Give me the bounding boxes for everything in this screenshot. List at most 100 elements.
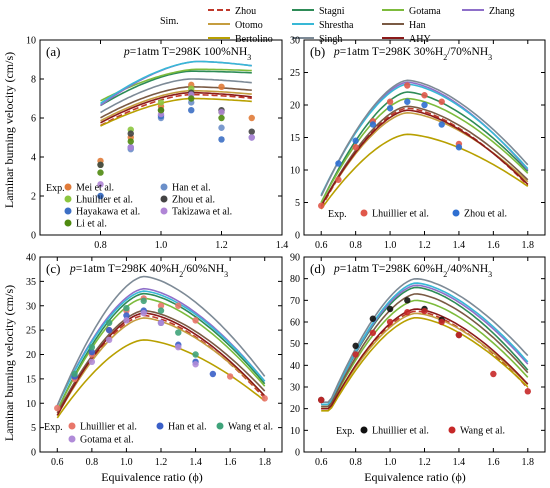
y-tick-label: 0 bbox=[31, 231, 36, 242]
exp-legend-entry: Lhuillier et al. bbox=[76, 195, 133, 206]
exp-point bbox=[192, 317, 199, 324]
exp-point bbox=[490, 370, 497, 378]
exp-legend-entry: Li et al. bbox=[76, 219, 107, 230]
exp-point bbox=[421, 101, 428, 109]
exp-point bbox=[157, 307, 165, 314]
title-text: /60%NH bbox=[183, 263, 224, 275]
exp-legend-marker bbox=[64, 219, 72, 227]
y-tick-label: 0 bbox=[295, 448, 300, 459]
exp-legend: Exp. Mei et al. Han et al. Lhuillier et al.… bbox=[46, 183, 232, 230]
series-line-shrestha bbox=[100, 60, 252, 105]
exp-point bbox=[127, 138, 134, 145]
series-line-gotama bbox=[321, 299, 529, 408]
x-tick-label: 1.4 bbox=[453, 240, 466, 251]
panel-a: 0.8 1.0 1.2 1.4 0 2 4 6 8 10 (a) p=1atm T=298K 100%… bbox=[26, 36, 288, 252]
x-tick-label: 0.8 bbox=[349, 457, 362, 468]
y-tick-label: 4 bbox=[31, 153, 36, 164]
exp-legend: Exp. Lhuillier et al. Wang et al. bbox=[336, 426, 505, 438]
x-tick-label: 1.4 bbox=[189, 457, 202, 468]
title-subscript: 2 bbox=[179, 270, 183, 279]
series-line-ahy bbox=[320, 109, 529, 207]
title-subscript: 3 bbox=[488, 53, 492, 62]
title-subscript: 3 bbox=[247, 53, 251, 62]
series-line-shrestha bbox=[320, 83, 529, 196]
panel-title: p=1atm T=298K 100%NH3 bbox=[123, 46, 251, 62]
exp-point bbox=[54, 404, 61, 412]
exp-legend-marker bbox=[64, 207, 72, 215]
y-tick-label: 5 bbox=[295, 198, 300, 209]
y-tick-label: 35 bbox=[26, 277, 36, 288]
exp-point bbox=[369, 315, 377, 322]
exp-point bbox=[175, 302, 182, 309]
exp-point bbox=[88, 358, 96, 366]
exp-point bbox=[97, 169, 104, 176]
series-line-otomo bbox=[321, 312, 529, 410]
exp-point bbox=[404, 309, 411, 316]
y-tick-label: 40 bbox=[26, 253, 36, 264]
panel-label: (a) bbox=[46, 44, 60, 59]
legend-label-zhang: Zhang bbox=[489, 6, 515, 17]
y-tick-label: 6 bbox=[31, 114, 36, 125]
exp-point bbox=[261, 395, 268, 402]
y-tick-label: 70 bbox=[290, 296, 300, 307]
exp-point bbox=[192, 361, 199, 368]
exp-legend: Exp. Lhuillier et al. Zhou et al. bbox=[328, 209, 507, 221]
model-legend: Sim. Zhou Stagni Gotama Zhang Otomo Shrestha Ha… bbox=[160, 6, 515, 45]
exp-point bbox=[369, 121, 377, 128]
exp-point bbox=[438, 98, 445, 105]
exp-legend-marker bbox=[160, 183, 168, 191]
exp-point bbox=[71, 370, 78, 378]
title-p: p bbox=[333, 263, 340, 275]
legend-label-han: Han bbox=[409, 20, 426, 31]
x-tick-label: 1.4 bbox=[453, 457, 466, 468]
exp-point bbox=[438, 121, 445, 128]
title-text: =1atm T=298K 100%NH bbox=[130, 46, 248, 58]
exp-legend-marker bbox=[68, 422, 76, 430]
series-line-bertolino bbox=[100, 97, 252, 127]
x-tick-label: 0.6 bbox=[315, 457, 328, 468]
title-text: /40%NH bbox=[447, 263, 488, 275]
y-tick-label: 0 bbox=[295, 231, 300, 242]
exp-point bbox=[352, 351, 359, 358]
panel-label: (d) bbox=[310, 261, 325, 276]
exp-point bbox=[105, 326, 113, 334]
y-tick-label: 25 bbox=[290, 68, 300, 79]
exp-legend-label: Exp. bbox=[44, 422, 63, 433]
exp-legend-entry: Lhuillier et al. bbox=[80, 422, 137, 433]
y-tick-label: 40 bbox=[290, 361, 300, 372]
x-tick-label: 0.6 bbox=[51, 457, 64, 468]
x-tick-label: 1.6 bbox=[487, 240, 500, 251]
exp-legend-marker bbox=[360, 426, 368, 434]
legend-label-otomo: Otomo bbox=[235, 20, 263, 31]
y-tick-label: 10 bbox=[26, 36, 36, 47]
exp-point bbox=[352, 144, 359, 151]
exp-point bbox=[123, 312, 130, 319]
y-tick-label: 15 bbox=[26, 374, 36, 385]
exp-point bbox=[226, 373, 234, 380]
x-tick-label: 0.6 bbox=[315, 240, 328, 251]
y-tick-label: 30 bbox=[26, 301, 36, 312]
plot-frame bbox=[303, 39, 546, 236]
exp-point bbox=[188, 95, 195, 102]
y-tick-label: 25 bbox=[26, 326, 36, 337]
x-tick-label: 1.8 bbox=[258, 457, 271, 468]
series-line-otomo bbox=[56, 317, 266, 416]
y-tick-label: 30 bbox=[290, 383, 300, 394]
y-axis-title-top: Laminar burning velocity (cm/s) bbox=[2, 52, 16, 208]
exp-legend: Exp. Lhuillier et al. Han et al. Wang et al… bbox=[44, 422, 273, 446]
series-line-ahy bbox=[56, 312, 266, 416]
panel-c: 0.6 0.8 1.0 1.2 1.4 1.6 1.8 0 5 10 15 20 25 30 35 40 (c)… bbox=[26, 253, 283, 468]
exp-point bbox=[218, 114, 225, 122]
series-line-singh bbox=[320, 79, 529, 197]
exp-legend-entry: Lhuillier et al. bbox=[372, 209, 429, 220]
exp-legend-label: Exp. bbox=[46, 183, 65, 194]
x-tick-label: 1.0 bbox=[155, 240, 168, 251]
x-tick-label: 1.2 bbox=[418, 457, 431, 468]
series-line-singh bbox=[56, 275, 266, 407]
x-tick-label: 1.6 bbox=[224, 457, 237, 468]
exp-legend-marker bbox=[64, 183, 72, 191]
exp-point bbox=[386, 98, 394, 105]
exp-point bbox=[157, 107, 165, 114]
y-axis-title-bottom: Laminar burning velocity (cm/s) bbox=[2, 285, 16, 441]
title-p: p bbox=[123, 46, 130, 58]
